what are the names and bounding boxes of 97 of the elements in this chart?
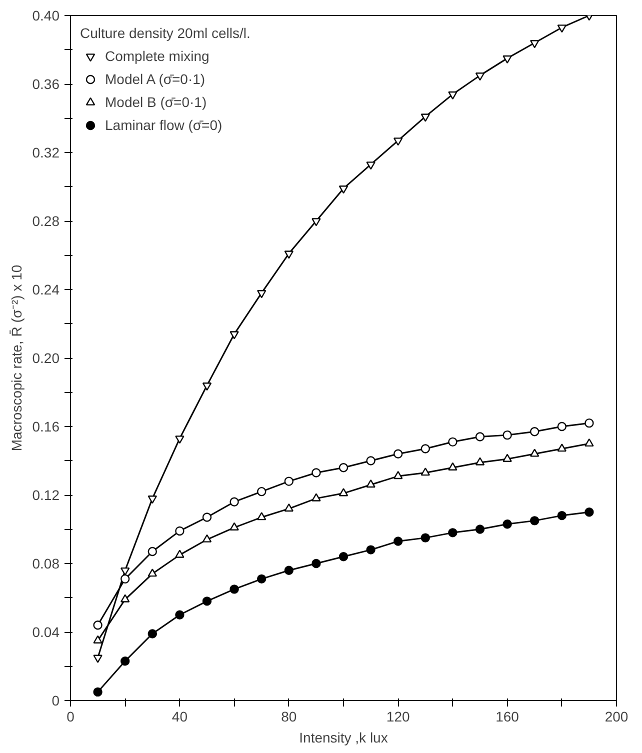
point: [257, 290, 266, 298]
point: [175, 526, 184, 536]
point: [148, 546, 157, 556]
point: [475, 72, 485, 81]
point: [148, 496, 157, 504]
point: [175, 550, 184, 558]
point: [257, 512, 266, 520]
point: [284, 250, 294, 259]
point: [257, 486, 266, 496]
point: [530, 40, 540, 48]
point: [284, 503, 294, 512]
y-tick-label: 0: [52, 692, 60, 708]
point: [230, 331, 239, 340]
y-tick-label: 0.12: [32, 487, 60, 503]
point: [420, 533, 430, 542]
point: [202, 382, 212, 391]
point: [175, 436, 184, 444]
point: [120, 594, 130, 602]
point: [148, 568, 157, 577]
point: [366, 480, 376, 488]
point: [148, 629, 157, 638]
point: [394, 470, 403, 480]
x-tick-label: 40: [172, 708, 188, 724]
point: [557, 510, 566, 520]
point: [338, 488, 348, 496]
point: [502, 520, 512, 529]
legend-label: Model A (σ̄=0·1): [105, 71, 206, 87]
x-tick-label: 80: [281, 708, 297, 724]
y-tick-label: 0.20: [32, 350, 60, 366]
point: [394, 138, 403, 146]
point: [448, 528, 458, 538]
point: [230, 522, 239, 530]
point: [530, 448, 540, 457]
point: [394, 449, 403, 458]
point: [557, 444, 566, 452]
point: [584, 508, 594, 517]
y-tick-label: 0.24: [32, 282, 60, 298]
point: [502, 55, 512, 64]
point: [420, 444, 430, 454]
point: [284, 566, 294, 575]
point: [420, 114, 430, 122]
point: [202, 596, 212, 606]
point: [312, 218, 321, 226]
point: [230, 497, 239, 506]
point: [394, 536, 403, 546]
point: [530, 427, 540, 436]
point: [175, 610, 184, 620]
point: [202, 534, 212, 542]
point: [502, 454, 512, 462]
x-tick-label: 0: [66, 708, 75, 724]
y-tick-label: 0.04: [32, 624, 60, 640]
point: [502, 430, 512, 440]
point: [120, 656, 130, 666]
x-axis-title: Intensity ,k lux: [299, 730, 388, 746]
point: [338, 463, 348, 472]
point: [312, 558, 321, 568]
point: [475, 524, 485, 534]
y-tick-label: 0.16: [32, 418, 60, 434]
y-tick-label: 0.36: [32, 76, 60, 92]
y-tick-label: 0.28: [32, 213, 60, 229]
point: [448, 437, 458, 447]
point: [584, 438, 594, 447]
point: [530, 516, 540, 526]
x-tick-label: 160: [496, 708, 520, 724]
point: [93, 620, 102, 630]
point: [366, 545, 376, 554]
point: [312, 468, 321, 478]
point: [366, 456, 376, 466]
y-tick-label: 0.32: [32, 144, 60, 160]
point: [475, 457, 485, 466]
x-tick-label: 120: [386, 708, 410, 724]
point: [475, 432, 485, 442]
point: [584, 418, 594, 428]
y-axis-title: Macroscopic rate, R̄ (σ⁻²) x 10: [8, 264, 24, 452]
point: [257, 574, 266, 584]
point: [312, 493, 321, 502]
point: [284, 476, 294, 486]
legend-title: Culture density 20ml cells/l.: [80, 25, 250, 41]
legend-label: Complete mixing: [105, 48, 210, 64]
legend-label: Model B (σ̄=0·1): [105, 94, 207, 110]
point: [338, 552, 348, 562]
point: [202, 512, 212, 522]
point: [420, 468, 430, 476]
point: [338, 186, 348, 194]
point: [120, 574, 130, 584]
legend-label: Laminar flow (σ̄=0): [105, 117, 222, 133]
point: [557, 24, 566, 33]
point: [557, 422, 566, 432]
y-tick-label: 0.40: [32, 8, 60, 24]
point: [93, 687, 102, 697]
point: [366, 162, 376, 170]
point: [93, 635, 102, 644]
x-tick-label: 200: [604, 708, 628, 724]
point: [448, 462, 458, 471]
point: [448, 91, 458, 100]
y-tick-label: 0.08: [32, 556, 60, 572]
point: [230, 584, 239, 594]
